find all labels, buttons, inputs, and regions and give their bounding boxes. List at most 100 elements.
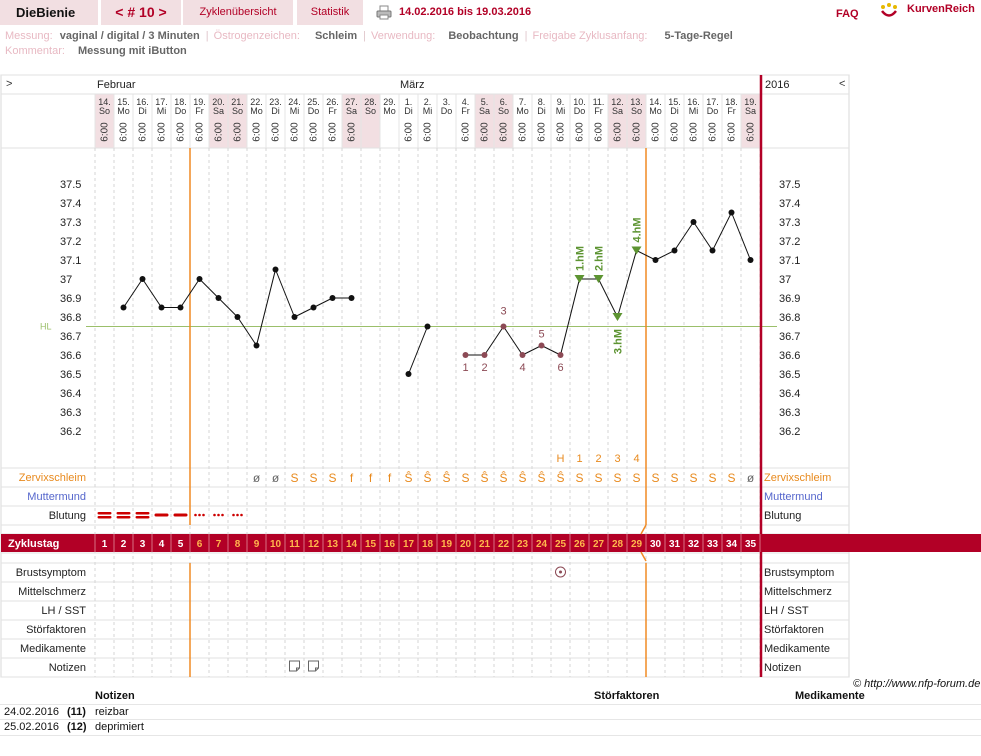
weekday-label: Di [537, 106, 546, 116]
temperature-point [709, 247, 716, 254]
cycle-day-number: 12 [308, 539, 320, 550]
date-label: 15. [668, 97, 681, 107]
breast-symptom-icon [555, 566, 566, 578]
bleeding-light-mark [236, 513, 239, 517]
date-label: 5. [481, 97, 489, 107]
y-tick-label-left: 36.2 [60, 426, 81, 438]
nav-left-arrow[interactable]: > [6, 78, 12, 90]
weekday-label: Fr [328, 106, 337, 116]
row-label-right: Zervixschleim [764, 472, 831, 484]
weekday-label: So [631, 106, 642, 116]
cycle-day-number: 33 [707, 539, 719, 550]
weekday-label: Do [308, 106, 320, 116]
zervixschleim-value: S [290, 471, 298, 485]
bleeding-light-mark [217, 513, 220, 517]
curve-segment [712, 212, 732, 251]
time-label: 6:00 [176, 122, 187, 142]
time-label: 6:00 [404, 122, 415, 142]
bleeding-light-mark [202, 513, 205, 517]
zervixschleim-value: ø [253, 471, 261, 485]
tab-statistik[interactable]: Statistik [297, 0, 363, 25]
zervixschleim-value: Ŝ [480, 470, 488, 485]
time-label: 6:00 [100, 122, 111, 142]
y-tick-label-right: 36.3 [779, 407, 800, 419]
weekday-label: Sa [346, 106, 357, 116]
footer-row-date: 25.02.2016 [4, 721, 60, 733]
oestrogen-label: Östrogenzeichen: [213, 30, 300, 42]
temperature-point [424, 323, 431, 330]
row-label-right: Blutung [764, 510, 801, 522]
date-label: 19. [744, 97, 757, 107]
row-label-left: LH / SST [41, 605, 86, 617]
weekend-shade [475, 94, 494, 148]
curve-segment [522, 345, 542, 356]
cycle-day-number: 15 [365, 539, 377, 550]
zervixschleim-value: Ŝ [442, 470, 450, 485]
zervixschleim-value: f [350, 471, 354, 485]
bleeding-heavy-mark [97, 516, 112, 519]
cycle-day-number: 31 [669, 539, 681, 550]
cycle-day-number: 6 [197, 539, 203, 550]
cycle-day-number: 9 [254, 539, 260, 550]
temperature-point [671, 247, 678, 254]
row-label-left: Medikamente [20, 643, 86, 655]
bleeding-light-mark [194, 513, 197, 517]
date-label: 10. [573, 97, 586, 107]
date-label: 13. [630, 97, 643, 107]
weekday-label: So [232, 106, 243, 116]
faq-link[interactable]: FAQ [836, 8, 859, 20]
zervixschleim-value: S [613, 471, 621, 485]
print-icon[interactable] [376, 5, 392, 20]
zervixschleim-value: S [309, 471, 317, 485]
row-label-left: Zervixschleim [19, 472, 86, 484]
weekday-label: Fr [195, 106, 204, 116]
curve-segment [218, 297, 238, 318]
date-label: 7. [519, 97, 527, 107]
temperature-point [690, 219, 697, 225]
curve-segment [142, 278, 162, 308]
temperature-point [348, 295, 355, 301]
weekday-label: Mo [516, 106, 529, 116]
row-label-left: Störfaktoren [26, 624, 86, 636]
date-label: 14. [649, 97, 662, 107]
cycle-day-number: 28 [612, 539, 624, 550]
footer-medikamente-header: Medikamente [795, 690, 865, 702]
month-label-mar: März [400, 79, 424, 91]
curve-segment [617, 250, 637, 318]
cycle-day-number: 34 [726, 539, 738, 550]
weekday-label: Sa [213, 106, 224, 116]
time-label: 6:00 [309, 122, 320, 142]
kurvenreich-logo[interactable] [880, 2, 981, 22]
temperature-point [120, 304, 127, 311]
date-label: 6. [500, 97, 508, 107]
tab-zyklenuebersicht[interactable]: Zyklenübersicht [183, 0, 293, 25]
high-temp-marker [612, 313, 623, 321]
temperature-point [272, 266, 279, 273]
y-tick-label-left: 36.3 [60, 407, 81, 419]
temperature-point [652, 257, 659, 263]
cycle-navigation[interactable]: < # 10 > [101, 0, 181, 25]
row-label-left: Blutung [49, 510, 86, 522]
weekend-shade [627, 94, 646, 148]
low-temp-label: 4 [519, 362, 525, 374]
phase-boundary-chevron [640, 524, 647, 562]
temperature-point [747, 257, 754, 263]
time-label: 6:00 [480, 122, 491, 142]
time-label: 6:00 [347, 122, 358, 142]
temperature-point [291, 314, 298, 320]
bleeding-medium-mark [154, 513, 169, 517]
low-temp-point [481, 352, 488, 358]
date-label: 17. [706, 97, 719, 107]
cycle-day-number: 13 [327, 539, 339, 550]
weekday-label: Mo [250, 106, 263, 116]
time-label: 6:00 [689, 122, 700, 142]
date-label: 18. [174, 97, 187, 107]
nav-right-arrow[interactable]: < [839, 78, 845, 90]
high-temp-label: 1.hM [575, 246, 587, 271]
footer-stoerfaktoren-header: Störfaktoren [594, 690, 660, 702]
high-temp-marker [593, 275, 604, 283]
date-label: 28. [364, 97, 377, 107]
temperature-point [215, 295, 222, 301]
date-label: 2. [424, 97, 432, 107]
date-label: 21. [231, 97, 244, 107]
